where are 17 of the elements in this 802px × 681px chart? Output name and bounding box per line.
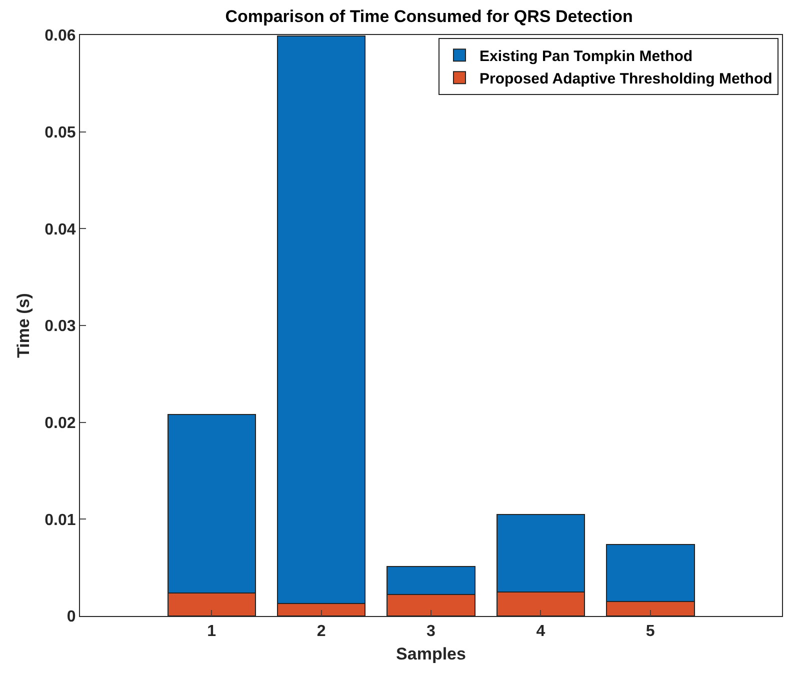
y-tick-label: 0.03 [44,318,76,336]
x-tick-label: 2 [316,623,326,640]
chart-title: Comparison of Time Consumed for QRS Detection [225,7,633,26]
y-tick-label: 0 [66,608,76,626]
y-axis-title: Time (s) [14,293,34,358]
y-tick-label: 0.04 [44,221,76,238]
x-tick-label: 1 [207,623,216,640]
y-tick-label: 0.06 [44,28,76,45]
y-tick-label: 0.01 [44,512,76,529]
y-tick-label: 0.02 [44,414,76,432]
y-tick-label: 0.05 [44,124,76,142]
x-axis-title: Samples [396,644,466,664]
legend-label: Existing Pan Tompkin Method [479,48,693,66]
x-tick-label: 5 [646,623,655,640]
x-tick-label: 4 [536,623,546,640]
x-tick-label: 3 [426,623,436,640]
legend-label: Proposed Adaptive Thresholding Method [479,70,772,88]
